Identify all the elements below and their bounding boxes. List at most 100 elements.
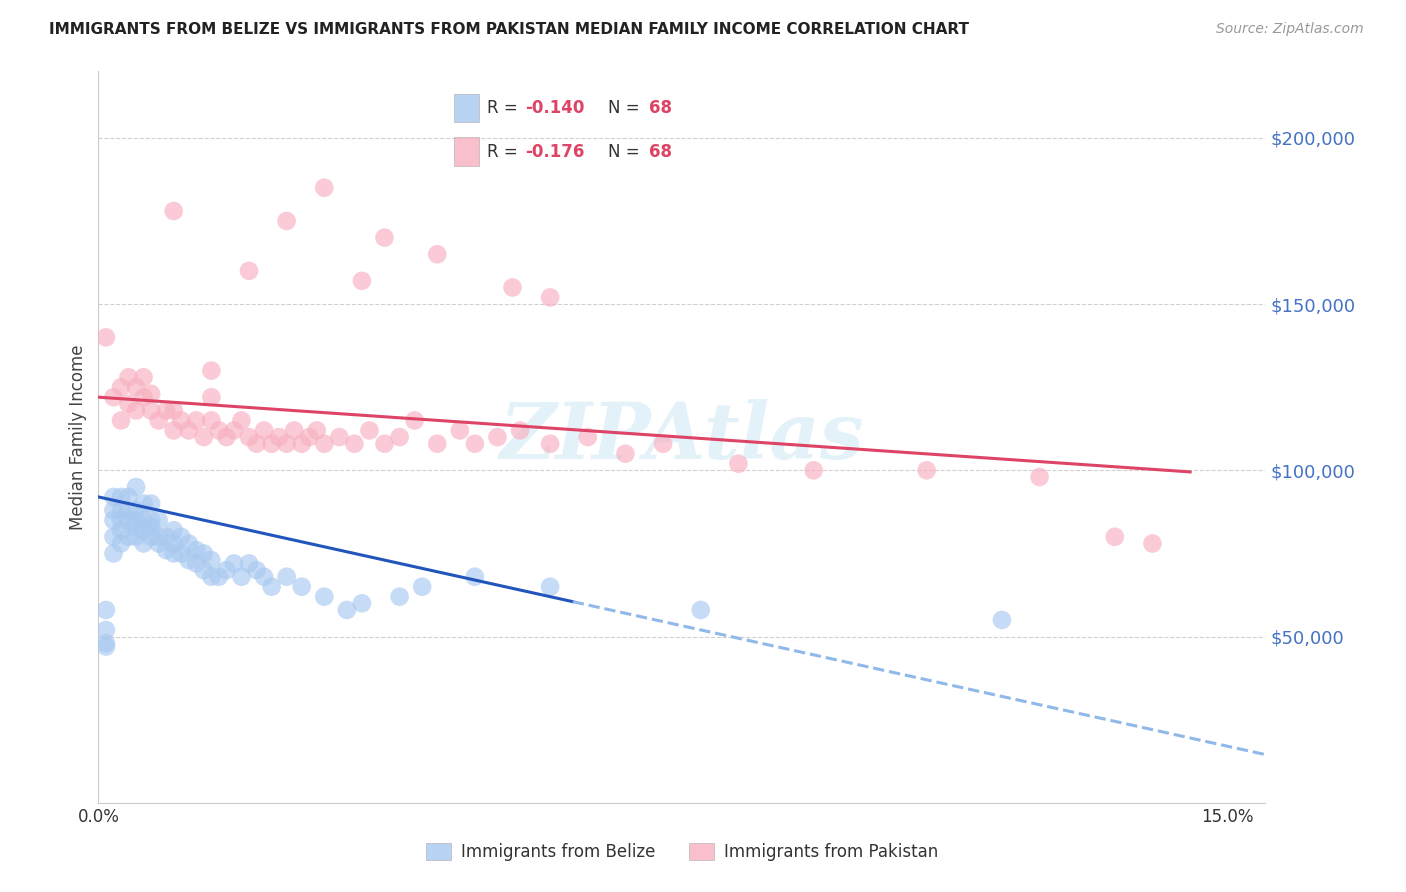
Point [291, 436, 314, 450]
Point [464, 436, 486, 450]
Point [208, 424, 231, 438]
Point [449, 424, 471, 438]
Point [103, 546, 125, 560]
Point [652, 436, 675, 450]
Point [148, 413, 170, 427]
Point [163, 204, 186, 219]
Point [298, 430, 321, 444]
Point [238, 264, 260, 278]
Point [689, 603, 711, 617]
Point [231, 570, 253, 584]
Point [502, 280, 524, 294]
Point [200, 363, 222, 377]
Point [117, 530, 139, 544]
Point [132, 523, 155, 537]
Point [314, 590, 336, 604]
Point [125, 380, 148, 394]
Point [110, 536, 132, 550]
Point [411, 580, 433, 594]
Point [125, 503, 148, 517]
Point [193, 546, 215, 560]
Text: Source: ZipAtlas.com: Source: ZipAtlas.com [1216, 22, 1364, 37]
Point [388, 590, 411, 604]
Point [253, 424, 276, 438]
Point [336, 603, 359, 617]
Point [1028, 470, 1050, 484]
Point [193, 430, 215, 444]
Point [186, 413, 208, 427]
Point [276, 214, 298, 228]
Point [110, 380, 132, 394]
Point [117, 503, 139, 517]
Point [350, 596, 373, 610]
Point [103, 490, 125, 504]
Point [94, 636, 117, 650]
Point [343, 436, 366, 450]
Point [200, 390, 222, 404]
Point [103, 503, 125, 517]
Point [509, 424, 531, 438]
Point [139, 387, 162, 401]
Point [132, 513, 155, 527]
Point [222, 424, 245, 438]
Point [139, 513, 162, 527]
Point [110, 413, 132, 427]
Point [110, 523, 132, 537]
Point [1104, 530, 1126, 544]
Point [163, 424, 186, 438]
Point [253, 570, 276, 584]
Text: IMMIGRANTS FROM BELIZE VS IMMIGRANTS FROM PAKISTAN MEDIAN FAMILY INCOME CORRELAT: IMMIGRANTS FROM BELIZE VS IMMIGRANTS FRO… [49, 22, 969, 37]
Legend: Immigrants from Belize, Immigrants from Pakistan: Immigrants from Belize, Immigrants from … [419, 836, 945, 868]
Point [103, 513, 125, 527]
Point [260, 436, 283, 450]
Point [139, 530, 162, 544]
Point [260, 580, 283, 594]
Point [283, 424, 305, 438]
Point [727, 457, 749, 471]
Point [94, 623, 117, 637]
Point [125, 530, 148, 544]
Point [373, 436, 395, 450]
Point [117, 490, 139, 504]
Point [117, 370, 139, 384]
Point [426, 247, 449, 261]
Point [328, 430, 350, 444]
Point [1142, 536, 1164, 550]
Point [103, 530, 125, 544]
Point [305, 424, 328, 438]
Point [576, 430, 599, 444]
Point [177, 553, 200, 567]
Point [464, 570, 486, 584]
Point [103, 390, 125, 404]
Point [276, 436, 298, 450]
Point [186, 557, 208, 571]
Point [125, 480, 148, 494]
Point [200, 570, 222, 584]
Point [163, 523, 186, 537]
Point [94, 603, 117, 617]
Point [132, 390, 155, 404]
Point [163, 536, 186, 550]
Point [245, 436, 267, 450]
Point [163, 403, 186, 417]
Point [117, 397, 139, 411]
Point [269, 430, 291, 444]
Point [915, 463, 938, 477]
Point [148, 536, 170, 550]
Point [117, 513, 139, 527]
Point [538, 436, 561, 450]
Point [155, 403, 177, 417]
Point [245, 563, 267, 577]
Point [803, 463, 825, 477]
Point [155, 530, 177, 544]
Point [125, 513, 148, 527]
Point [110, 503, 132, 517]
Point [170, 546, 193, 560]
Point [200, 553, 222, 567]
Text: ZIPAtlas: ZIPAtlas [499, 399, 865, 475]
Point [132, 370, 155, 384]
Point [614, 447, 637, 461]
Point [170, 413, 193, 427]
Y-axis label: Median Family Income: Median Family Income [69, 344, 87, 530]
Point [538, 290, 561, 304]
